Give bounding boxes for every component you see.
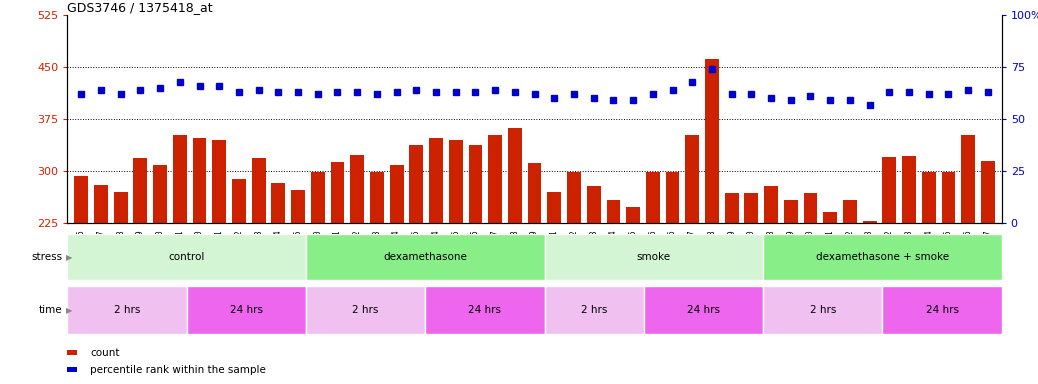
Text: dexamethasone: dexamethasone [383,252,467,262]
Bar [154,166,167,378]
Bar [843,200,856,378]
Text: stress: stress [31,252,62,262]
Text: ▶: ▶ [66,306,73,314]
Bar [941,172,955,378]
Text: control: control [168,252,204,262]
Bar [527,162,542,378]
Bar [272,183,285,378]
Bar [409,145,424,378]
Bar [863,221,876,378]
Bar [350,155,364,378]
Bar [803,193,817,378]
Bar [94,185,108,378]
Text: 24 hrs: 24 hrs [687,305,720,315]
Bar [547,192,562,378]
Bar [922,172,935,378]
Bar [744,193,759,378]
Text: GDS3746 / 1375418_at: GDS3746 / 1375418_at [67,1,213,14]
Bar [173,135,187,378]
Text: time: time [38,305,62,315]
Bar [902,156,916,378]
Bar [134,159,147,378]
Bar [606,200,621,378]
Bar [448,140,463,378]
Bar [292,190,305,378]
Bar [882,286,1002,334]
Bar [370,172,384,378]
Bar [626,207,640,378]
Bar [763,234,1002,280]
Bar [114,192,128,378]
Bar [784,200,797,378]
Bar [252,159,266,378]
Text: 2 hrs: 2 hrs [810,305,836,315]
Bar [330,162,345,378]
Bar [646,172,660,378]
Bar [389,166,404,378]
Bar [685,135,700,378]
Bar [508,128,522,378]
Bar [187,286,306,334]
Bar [75,176,88,378]
Bar [665,172,680,378]
Bar [67,286,187,334]
Bar [961,135,975,378]
Bar [67,234,306,280]
Bar [488,135,502,378]
Bar [644,286,763,334]
Text: 24 hrs: 24 hrs [926,305,958,315]
Text: dexamethasone + smoke: dexamethasone + smoke [816,252,949,262]
Text: 24 hrs: 24 hrs [229,305,263,315]
Text: count: count [90,348,119,358]
Bar [468,145,483,378]
Bar [705,59,719,378]
Bar [545,286,644,334]
Text: ▶: ▶ [66,253,73,262]
Text: 24 hrs: 24 hrs [468,305,501,315]
Text: 2 hrs: 2 hrs [114,305,140,315]
Bar [823,212,837,378]
Text: 2 hrs: 2 hrs [353,305,379,315]
Bar [567,172,581,378]
Bar [310,172,325,378]
Bar [213,140,226,378]
Bar [764,186,777,378]
Bar [763,286,882,334]
Bar [586,186,601,378]
Bar [981,161,994,378]
Bar [306,286,426,334]
Bar [426,286,545,334]
Bar [429,138,443,378]
Bar [725,193,739,378]
Text: 2 hrs: 2 hrs [581,305,607,315]
Bar [193,138,207,378]
Text: percentile rank within the sample: percentile rank within the sample [90,365,266,375]
Bar [233,179,246,378]
Bar [882,157,896,378]
Bar [545,234,763,280]
Bar [306,234,545,280]
Text: smoke: smoke [636,252,671,262]
